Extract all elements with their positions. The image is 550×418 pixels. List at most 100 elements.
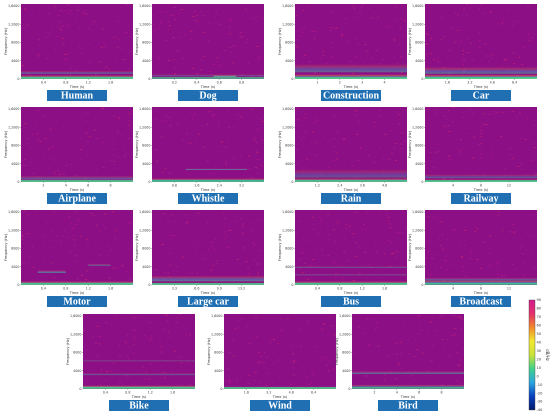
y-tick-label: 0 (220, 387, 222, 391)
noise-speck (187, 174, 190, 176)
noise-speck (112, 211, 115, 213)
noise-speck (440, 245, 442, 246)
energy-band (152, 177, 264, 182)
noise-speck (178, 314, 181, 316)
noise-speck (25, 10, 26, 11)
x-tick-label: 3.2 (266, 391, 271, 395)
noise-speck (233, 126, 235, 128)
noise-speck (496, 112, 499, 114)
noise-speck (146, 337, 148, 339)
noise-speck (187, 142, 189, 144)
x-tick-label: 1.6 (382, 287, 387, 291)
noise-speck (433, 59, 436, 61)
noise-speck (59, 29, 63, 31)
noise-speck (473, 136, 476, 138)
x-tick-label: 6.4 (311, 391, 316, 395)
noise-speck (117, 46, 119, 48)
noise-speck (81, 53, 83, 54)
y-tick-label: 8000 (285, 247, 293, 251)
noise-speck (131, 384, 133, 386)
noise-speck (258, 250, 261, 251)
noise-speck (430, 320, 432, 322)
x-axis-title: Time (s) (69, 291, 85, 295)
noise-speck (80, 149, 83, 150)
x-tick-label: 3.2 (467, 81, 472, 85)
noise-speck (442, 346, 445, 347)
noise-speck (313, 38, 316, 39)
low-frequency-floor (21, 180, 133, 182)
noise-speck (391, 242, 392, 243)
noise-speck (430, 273, 433, 275)
noise-speck (352, 233, 355, 234)
noise-speck (400, 251, 402, 253)
x-tick-label: 0.8 (125, 391, 130, 395)
noise-speck (219, 23, 221, 25)
noise-speck (148, 339, 151, 341)
noise-speck (308, 384, 310, 385)
noise-speck (382, 59, 384, 60)
noise-speck (312, 258, 315, 260)
noise-speck (85, 154, 88, 156)
noise-speck (169, 14, 172, 16)
noise-speck (367, 264, 370, 266)
noise-speck (255, 317, 257, 319)
y-tick-label: 1,6000 (339, 314, 351, 318)
noise-speck (474, 231, 477, 232)
noise-speck (480, 157, 483, 158)
noise-speck (102, 224, 104, 226)
noise-speck (489, 12, 491, 14)
noise-speck (241, 343, 243, 345)
noise-speck (150, 364, 152, 365)
noise-speck (467, 14, 468, 16)
noise-speck (467, 38, 470, 39)
noise-speck (315, 142, 318, 144)
noise-speck (93, 39, 95, 41)
noise-speck (216, 62, 218, 63)
noise-speck (121, 264, 124, 266)
noise-speck (301, 139, 302, 140)
y-tick-label: 0 (148, 180, 150, 184)
noise-speck (74, 211, 77, 213)
x-tick-label: 2.4 (337, 184, 342, 188)
noise-speck (163, 116, 165, 118)
noise-speck (330, 42, 334, 43)
y-tick-label: 0 (421, 77, 423, 81)
low-frequency-floor (21, 283, 133, 285)
y-tick-label: 1,2000 (282, 228, 294, 232)
noise-speck (105, 156, 107, 158)
noise-speck (393, 40, 396, 42)
noise-speck (42, 156, 45, 157)
noise-speck (255, 372, 257, 373)
y-tick-label: 8000 (73, 351, 81, 355)
noise-speck (443, 178, 446, 179)
y-tick-label: 1,2000 (8, 125, 20, 129)
noise-speck (29, 165, 31, 166)
x-axis-title: Time (s) (400, 395, 416, 399)
noise-speck (73, 227, 75, 228)
noise-speck (247, 383, 249, 384)
noise-speck (202, 146, 206, 148)
noise-speck (463, 8, 465, 10)
noise-speck (96, 138, 98, 139)
class-label: Bird (398, 400, 418, 411)
noise-speck (133, 335, 136, 337)
noise-speck (95, 364, 97, 366)
noise-speck (143, 335, 146, 337)
spectrogram-area (152, 210, 264, 285)
noise-speck (244, 43, 246, 44)
noise-speck (430, 152, 432, 153)
noise-speck (56, 36, 59, 37)
x-axis-title: Time (s) (343, 85, 359, 89)
noise-speck (184, 118, 186, 120)
noise-speck (76, 260, 78, 262)
noise-speck (516, 53, 518, 54)
noise-speck (334, 276, 337, 278)
class-label-box (378, 400, 438, 411)
y-tick-label: 8000 (415, 247, 423, 251)
noise-speck (229, 382, 231, 383)
class-label-box (109, 400, 169, 411)
noise-speck (396, 342, 398, 344)
noise-speck (534, 156, 536, 158)
